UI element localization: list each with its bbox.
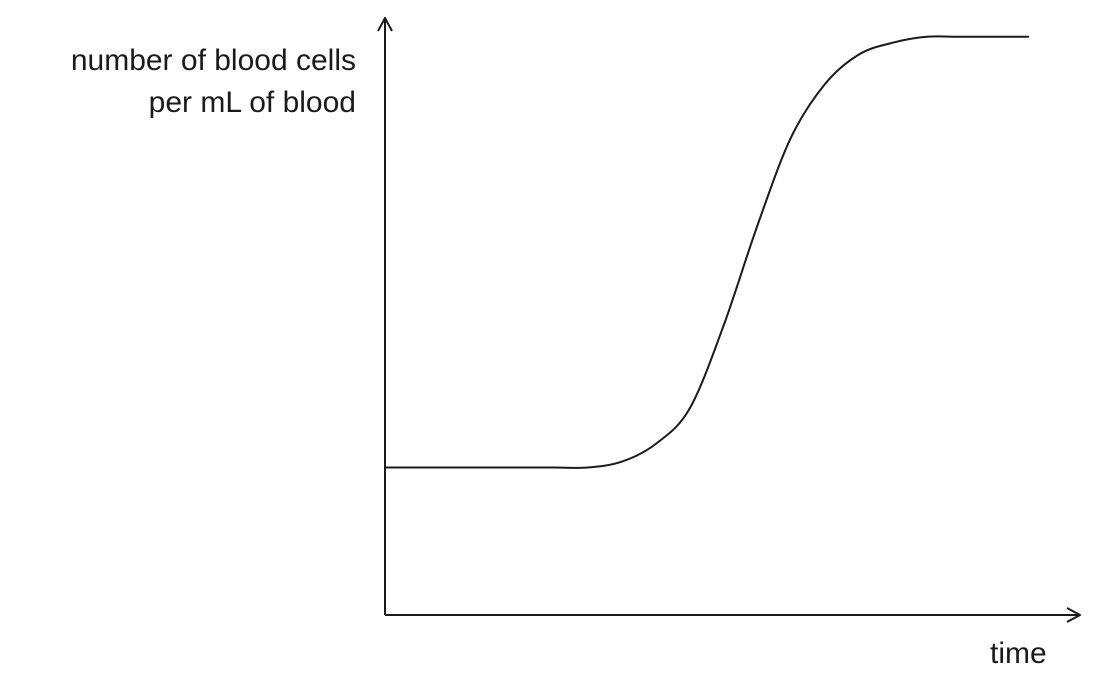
x-axis-arrowhead [1066, 607, 1081, 623]
series-line-0 [384, 35, 1030, 469]
x-axis-label: time [990, 637, 1047, 670]
y-axis-arrowhead [377, 17, 393, 32]
series-group [384, 35, 1030, 469]
axes [377, 17, 1081, 623]
y-axis-label-line-2: per mL of blood [148, 86, 356, 119]
y-axis-label: number of blood cells per mL of blood [0, 40, 356, 124]
y-axis-label-line-1: number of blood cells [70, 44, 356, 77]
